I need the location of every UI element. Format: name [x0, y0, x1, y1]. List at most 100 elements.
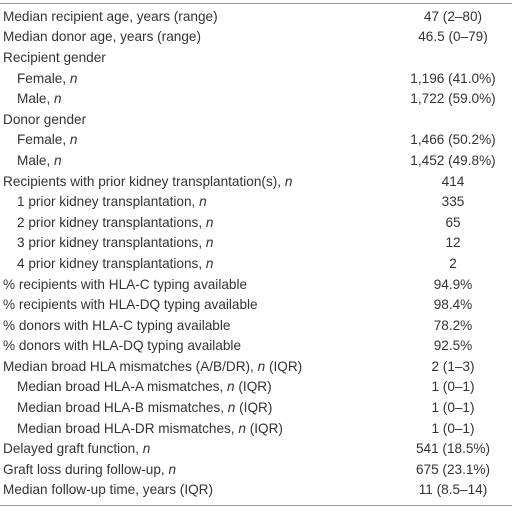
- value-text: 1,722 (59.0%): [410, 91, 496, 107]
- row-label: % recipients with HLA-DQ typing availabl…: [0, 294, 374, 315]
- row-value: [374, 47, 512, 68]
- row-value: 47 (2–80): [374, 6, 512, 27]
- value-text: 98.4%: [433, 297, 473, 313]
- label-italic: n: [257, 358, 266, 374]
- label-italic: n: [168, 461, 177, 477]
- row-value: 1,466 (50.2%): [374, 130, 512, 151]
- row-label: Delayed graft function, n: [0, 438, 374, 459]
- row-value: 98.4%: [374, 294, 512, 315]
- value-text: 65: [445, 214, 461, 230]
- label-italic: n: [238, 420, 246, 436]
- table-row: 3 prior kidney transplantations, n 12: [0, 233, 512, 254]
- value-text: 92.5%: [433, 338, 473, 354]
- row-value: 675 (23.1%): [374, 459, 512, 480]
- label-text: Median donor age, years (range): [3, 29, 201, 45]
- row-label: Graft loss during follow-up, n: [0, 459, 374, 480]
- label-text: % donors with HLA-C typing available: [3, 317, 231, 333]
- row-label: % donors with HLA-C typing available: [0, 315, 374, 336]
- table-row: Median follow-up time, years (IQR) 11 (8.…: [0, 480, 512, 501]
- label-text: Median broad HLA-DR mismatches,: [17, 420, 239, 436]
- value-text: 1 (0–1): [431, 400, 475, 416]
- row-label: Female, n: [0, 68, 374, 89]
- table-row: % recipients with HLA-DQ typing availabl…: [0, 294, 512, 315]
- label-italic: n: [284, 173, 293, 189]
- row-label: 1 prior kidney transplantation, n: [0, 191, 374, 212]
- label-text: 4 prior kidney transplantations,: [17, 255, 206, 271]
- value-text: 11 (8.5–14): [418, 482, 488, 498]
- label-text: Median recipient age, years (range): [3, 8, 218, 24]
- value-text: 541 (18.5%): [415, 441, 491, 457]
- row-value: 1 (0–1): [374, 397, 512, 418]
- row-value: 1,196 (41.0%): [374, 68, 512, 89]
- table-row: Female, n 1,466 (50.2%): [0, 130, 512, 151]
- table-body: Median recipient age, years (range) 47 (2…: [0, 6, 512, 500]
- label-italic: n: [69, 70, 78, 86]
- value-text: 1 (0–1): [431, 420, 475, 436]
- row-label: Recipients with prior kidney transplanta…: [0, 171, 374, 192]
- table-row: % donors with HLA-C typing available 78.2…: [0, 315, 512, 336]
- row-label: Median broad HLA-A mismatches, n (IQR): [0, 377, 374, 398]
- row-value: 2: [374, 253, 512, 274]
- label-text: % recipients with HLA-DQ typing availabl…: [3, 297, 258, 313]
- row-label: Median broad HLA-DR mismatches, n (IQR): [0, 418, 374, 439]
- row-value: 414: [374, 171, 512, 192]
- value-text: 1,452 (49.8%): [410, 152, 496, 168]
- value-text: 46.5 (0–79): [418, 29, 488, 45]
- value-text: 1 (0–1): [431, 379, 475, 395]
- row-value: 2 (1–3): [374, 356, 512, 377]
- row-label: Female, n: [0, 130, 374, 151]
- label-italic: n: [205, 255, 214, 271]
- label-italic: n: [205, 214, 214, 230]
- label-italic: n: [54, 152, 62, 168]
- row-value: 94.9%: [374, 274, 512, 295]
- label-text: Median broad HLA-A mismatches,: [17, 379, 228, 395]
- table-row: Female, n 1,196 (41.0%): [0, 68, 512, 89]
- table-row: % donors with HLA-DQ typing available 92.…: [0, 336, 512, 357]
- top-rule: [0, 3, 512, 4]
- label-text: 2 prior kidney transplantations,: [17, 214, 206, 230]
- row-label: 2 prior kidney transplantations, n: [0, 212, 374, 233]
- label-text: 1 prior kidney transplantation,: [17, 194, 200, 210]
- label-text: Recipients with prior kidney transplanta…: [3, 173, 285, 189]
- value-text: 414: [441, 173, 465, 189]
- row-label: Male, n: [0, 150, 374, 171]
- label-italic: n: [142, 441, 151, 457]
- bottom-rule: [0, 505, 512, 506]
- row-label: % recipients with HLA-C typing available: [0, 274, 374, 295]
- label-text: Median follow-up time, years (IQR): [3, 482, 214, 498]
- label-text: Female,: [17, 70, 70, 86]
- row-label: 3 prior kidney transplantations, n: [0, 233, 374, 254]
- label-text: Median broad HLA mismatches (A/B/DR),: [3, 358, 258, 374]
- value-text: 1,466 (50.2%): [410, 132, 496, 148]
- label-text: Graft loss during follow-up,: [3, 461, 169, 477]
- label-text: Delayed graft function,: [3, 441, 143, 457]
- label-suffix: (IQR): [234, 379, 272, 395]
- value-text: 78.2%: [433, 317, 473, 333]
- row-label: 4 prior kidney transplantations, n: [0, 253, 374, 274]
- value-text: 1,196 (41.0%): [410, 70, 496, 86]
- row-value: [374, 109, 512, 130]
- row-value: 1 (0–1): [374, 377, 512, 398]
- value-text: 47 (2–80): [423, 8, 483, 24]
- label-suffix: (IQR): [245, 420, 283, 436]
- row-label: Median follow-up time, years (IQR): [0, 480, 374, 501]
- label-suffix: (IQR): [265, 358, 303, 374]
- row-value: 65: [374, 212, 512, 233]
- row-value: 1,722 (59.0%): [374, 88, 512, 109]
- label-italic: n: [227, 379, 235, 395]
- row-value: 541 (18.5%): [374, 438, 512, 459]
- row-value: 12: [374, 233, 512, 254]
- label-italic: n: [54, 91, 62, 107]
- label-text: Female,: [17, 132, 70, 148]
- value-text: 12: [445, 235, 461, 251]
- label-text: Donor gender: [3, 111, 87, 127]
- table-row: 1 prior kidney transplantation, n 335: [0, 191, 512, 212]
- table-row: Median broad HLA-A mismatches, n (IQR) 1 …: [0, 377, 512, 398]
- data-table: Median recipient age, years (range) 47 (2…: [0, 6, 512, 500]
- table-row: Median donor age, years (range) 46.5 (0–7…: [0, 27, 512, 48]
- row-value: 1 (0–1): [374, 418, 512, 439]
- row-label: Median broad HLA-B mismatches, n (IQR): [0, 397, 374, 418]
- label-text: Recipient gender: [3, 49, 106, 65]
- label-italic: n: [199, 194, 207, 210]
- value-text: 2 (1–3): [431, 358, 475, 374]
